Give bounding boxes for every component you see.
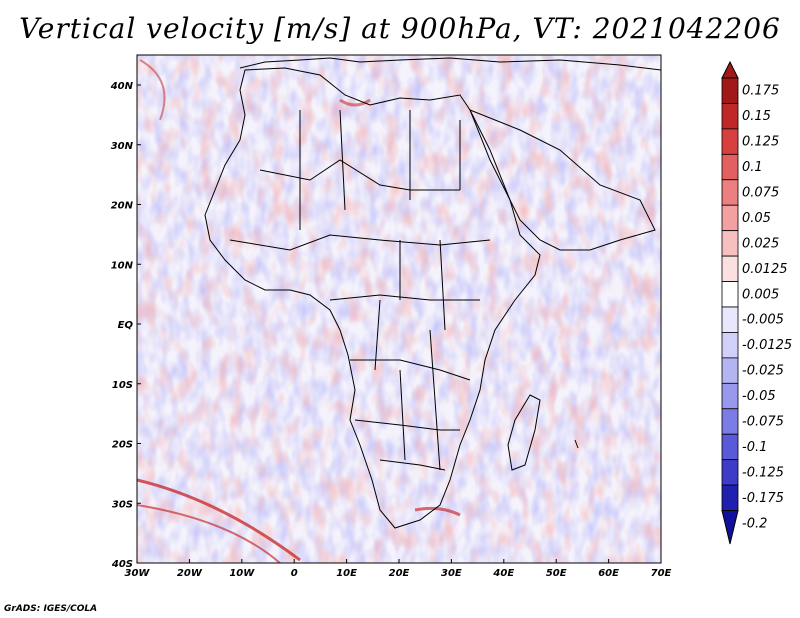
latitude-axis: 40N 30N 20N 10N EQ 10S 20S 30S 40S — [110, 81, 141, 570]
colorbar-label: -0.025 — [742, 364, 784, 379]
colorbar-label: 0.0125 — [742, 262, 788, 277]
lon-tick-label: 10E — [336, 568, 357, 579]
colorbar-label: 0.05 — [742, 211, 771, 226]
colorbar-swatch — [721, 230, 739, 257]
colorbar-label: 0.005 — [742, 287, 779, 302]
colorbar-label: 0.075 — [742, 186, 779, 201]
colorbar-label: -0.125 — [742, 465, 784, 480]
colorbar-swatch — [721, 459, 739, 486]
lon-tick-label: 10W — [229, 568, 255, 579]
colorbar-swatch — [721, 306, 739, 333]
colorbar-label: 0.175 — [742, 84, 779, 99]
colorbar-label: -0.005 — [742, 313, 784, 328]
colorbar-swatch — [721, 103, 739, 130]
lat-tick-label: 40N — [110, 81, 134, 92]
colorbar-label: -0.0125 — [742, 338, 792, 353]
lat-tick-label: 20S — [112, 440, 133, 451]
footer-credit: GrADS: IGES/COLA — [4, 604, 98, 614]
colorbar-swatch — [721, 77, 739, 104]
arabia — [469, 109, 656, 251]
chart-title: Vertical velocity [m/s] at 900hPa, VT: 2… — [19, 12, 781, 45]
lon-tick-label: 20W — [177, 568, 203, 579]
lat-tick-label: 20N — [111, 201, 134, 212]
lon-tick-label: 20E — [389, 568, 410, 579]
colorbar-swatch — [721, 382, 739, 410]
colorbar-swatch — [721, 281, 739, 308]
madagascar — [507, 394, 541, 471]
colorbar-swatch — [721, 153, 739, 181]
lat-tick-label: 40S — [111, 559, 133, 570]
colorbar-swatch — [721, 357, 739, 384]
colorbar-label: 0.1 — [742, 160, 763, 175]
colorbar: 0.175 0.15 0.125 0.1 0.075 0.05 0.025 0.0125 0.0… — [721, 60, 792, 545]
lat-tick-label: EQ — [118, 320, 134, 331]
colorbar-top-arrow — [721, 60, 739, 79]
colorbar-label: 0.125 — [742, 135, 779, 150]
colorbar-swatch — [721, 128, 739, 155]
colorbar-swatch — [721, 433, 739, 461]
colorbar-bottom-arrow — [721, 510, 739, 545]
lat-tick-label: 10S — [112, 380, 133, 391]
longitude-axis: 30W 20W 10W 0 10E 20E 30E 40E 50E 60E 70E — [125, 559, 672, 579]
europe-coast — [239, 57, 661, 71]
lon-tick-label: 30E — [441, 568, 462, 579]
colorbar-label: 0.15 — [742, 109, 771, 124]
colorbar-label: 0.025 — [742, 236, 779, 251]
colorbar-label: -0.175 — [742, 491, 784, 506]
lon-tick-label: 30W — [125, 568, 151, 579]
africa-coastline — [204, 67, 541, 529]
vertical-velocity-field — [137, 55, 661, 563]
lat-tick-label: 30S — [112, 499, 133, 510]
colorbar-label: -0.1 — [742, 440, 767, 455]
lon-tick-label: 0 — [291, 568, 298, 579]
lon-tick-label: 40E — [492, 568, 514, 579]
coastlines-borders — [204, 57, 661, 529]
lon-tick-label: 50E — [546, 568, 567, 579]
lat-tick-label: 30N — [111, 141, 134, 152]
colorbar-swatch — [721, 255, 739, 282]
colorbar-label: -0.05 — [742, 389, 776, 404]
colorbar-swatch — [721, 332, 739, 359]
colorbar-swatch — [721, 204, 739, 232]
colorbar-swatch — [721, 179, 739, 206]
lat-tick-label: 10N — [111, 260, 134, 271]
colorbar-label: -0.2 — [742, 516, 767, 531]
lon-tick-label: 70E — [651, 568, 672, 579]
colorbar-swatch — [721, 484, 739, 511]
lon-tick-label: 60E — [598, 568, 619, 579]
colorbar-label: -0.075 — [742, 415, 784, 430]
colorbar-swatch — [721, 408, 739, 435]
